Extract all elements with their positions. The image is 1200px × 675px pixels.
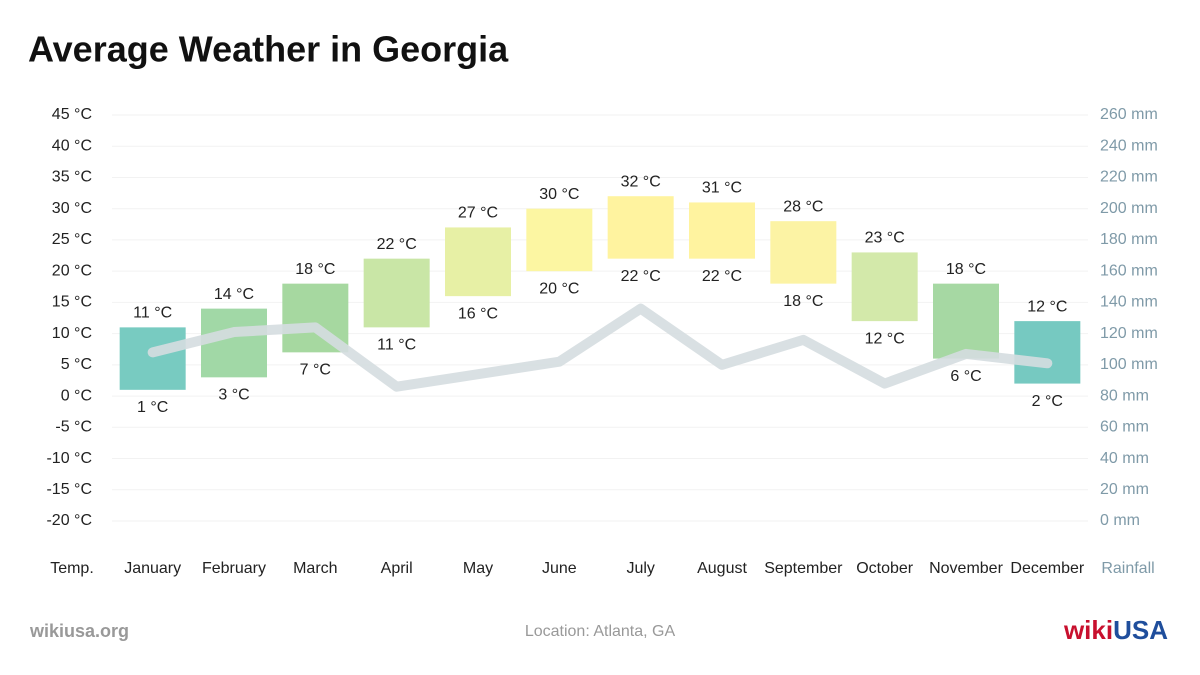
y-tick-label: -20 °C — [46, 512, 92, 529]
temp-range-bar — [607, 196, 674, 259]
high-label: 27 °C — [458, 205, 498, 222]
x-tick-label: October — [856, 560, 914, 577]
y2-tick-label: 0 mm — [1100, 512, 1140, 529]
temp-range-bar — [933, 283, 999, 359]
high-label: 28 °C — [783, 198, 823, 215]
low-label: 16 °C — [458, 305, 498, 322]
y-tick-label: 40 °C — [52, 137, 92, 154]
y2-tick-label: 200 mm — [1100, 200, 1158, 217]
temp-range-bar — [119, 327, 186, 390]
x-tick-label: May — [463, 560, 493, 577]
y2-axis-label: Rainfall — [1101, 560, 1154, 577]
low-label: 12 °C — [865, 330, 905, 347]
chart-title: Average Weather in Georgia — [28, 29, 509, 70]
temp-range-bar — [445, 227, 511, 297]
y-tick-label: 30 °C — [52, 200, 92, 217]
low-label: 22 °C — [702, 268, 742, 285]
x-tick-label: March — [293, 560, 337, 577]
low-label: 6 °C — [950, 368, 981, 385]
y-tick-label: 15 °C — [52, 294, 92, 311]
plot — [112, 114, 1088, 522]
x-tick-label: February — [202, 560, 266, 577]
high-label: 30 °C — [539, 186, 579, 203]
temp-range-bar — [201, 308, 267, 378]
y2-tick-label: 180 mm — [1100, 231, 1158, 248]
y-tick-label: 25 °C — [52, 231, 92, 248]
high-label: 18 °C — [295, 261, 335, 278]
location: Location: Atlanta, GA — [525, 623, 676, 640]
y-tick-label: -5 °C — [55, 419, 92, 436]
high-label: 32 °C — [621, 173, 661, 190]
y2-tick-label: 260 mm — [1100, 106, 1158, 123]
high-label: 14 °C — [214, 286, 254, 303]
y-tick-label: 20 °C — [52, 262, 92, 279]
y2-tick-label: 40 mm — [1100, 450, 1149, 467]
x-tick-label: June — [542, 560, 577, 577]
high-label: 11 °C — [133, 305, 172, 322]
logo-usa: USA — [1113, 615, 1168, 645]
y2-tick-label: 120 mm — [1100, 325, 1158, 342]
y-tick-label: 35 °C — [52, 169, 92, 186]
temp-range-bar — [770, 221, 837, 284]
low-label: 18 °C — [783, 293, 823, 310]
temp-range-bar — [363, 258, 430, 328]
y-tick-label: 10 °C — [52, 325, 92, 342]
temp-range-bar — [851, 252, 918, 322]
x-tick-label: July — [626, 560, 654, 577]
low-label: 20 °C — [539, 280, 579, 297]
y2-tick-label: 100 mm — [1100, 356, 1158, 373]
x-tick-label: December — [1010, 560, 1084, 577]
x-tick-label: August — [697, 560, 747, 577]
y-tick-label: -15 °C — [46, 481, 92, 498]
low-label: 3 °C — [218, 387, 249, 404]
y2-tick-label: 160 mm — [1100, 262, 1158, 279]
y2-tick-label: 80 mm — [1100, 387, 1149, 404]
low-label: 1 °C — [137, 399, 168, 416]
y2-tick-label: 220 mm — [1100, 169, 1158, 186]
logo-wiki: wiki — [1063, 615, 1113, 645]
y2-tick-label: 20 mm — [1100, 481, 1149, 498]
low-label: 22 °C — [621, 268, 661, 285]
temp-range-bar — [689, 202, 755, 259]
y-axis-label: Temp. — [50, 560, 94, 577]
site-name: wikiusa.org — [29, 621, 129, 641]
y2-tick-label: 140 mm — [1100, 294, 1158, 311]
high-label: 31 °C — [702, 180, 742, 197]
x-tick-label: September — [764, 560, 843, 577]
high-label: 22 °C — [377, 236, 417, 253]
logo: wikiUSA — [1063, 615, 1168, 645]
x-tick-label: November — [929, 560, 1003, 577]
y-tick-label: -10 °C — [46, 450, 92, 467]
temp-range-bar — [1014, 321, 1081, 384]
high-label: 23 °C — [865, 230, 905, 247]
rainfall-line — [147, 303, 1053, 392]
low-label: 2 °C — [1032, 393, 1063, 410]
x-tick-label: April — [381, 560, 413, 577]
low-label: 7 °C — [300, 362, 331, 379]
y-tick-label: 45 °C — [52, 106, 92, 123]
y-tick-label: 5 °C — [61, 356, 92, 373]
temp-range-bar — [526, 208, 593, 272]
high-label: 18 °C — [946, 261, 986, 278]
x-tick-label: January — [124, 560, 181, 577]
y2-tick-label: 60 mm — [1100, 419, 1149, 436]
low-label: 11 °C — [377, 337, 416, 354]
y-tick-label: 0 °C — [61, 387, 92, 404]
y2-tick-label: 240 mm — [1100, 137, 1158, 154]
high-label: 12 °C — [1027, 298, 1067, 315]
